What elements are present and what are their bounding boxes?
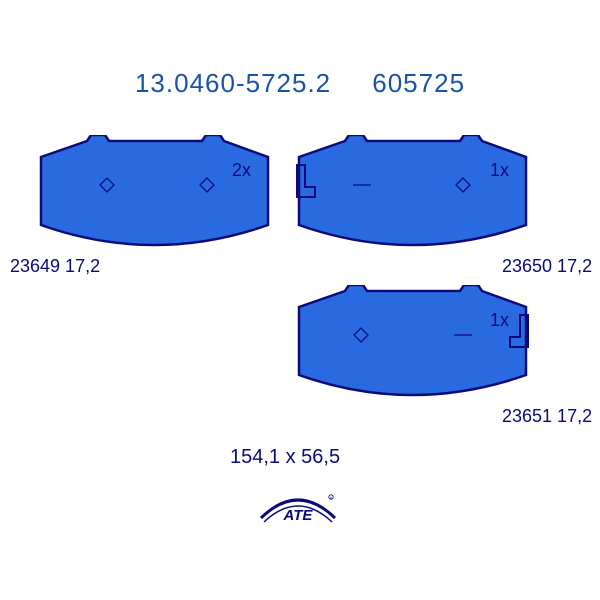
svg-text:ATE: ATE	[283, 507, 314, 524]
short-code: 605725	[372, 68, 465, 98]
pad-23650-qty: 1x	[490, 160, 509, 181]
dimension-text: 154,1 x 56,5	[230, 446, 340, 469]
diagram-container: 13.0460-5725.2 605725 2x 23649 17,2 1x 2…	[0, 0, 600, 600]
pad-23649-label: 23649 17,2	[10, 256, 100, 277]
part-number: 13.0460-5725.2	[135, 68, 331, 98]
pad-23649	[37, 135, 272, 247]
ate-logo: ATE R	[258, 488, 338, 524]
pad-23651-qty: 1x	[490, 310, 509, 331]
pad-23649-qty: 2x	[232, 160, 251, 181]
pad-23651	[295, 285, 530, 397]
pad-23650	[295, 135, 530, 247]
pad-23651-label: 23651 17,2	[502, 406, 592, 427]
pad-23650-label: 23650 17,2	[502, 256, 592, 277]
svg-text:R: R	[330, 496, 333, 500]
header: 13.0460-5725.2 605725	[0, 0, 600, 99]
